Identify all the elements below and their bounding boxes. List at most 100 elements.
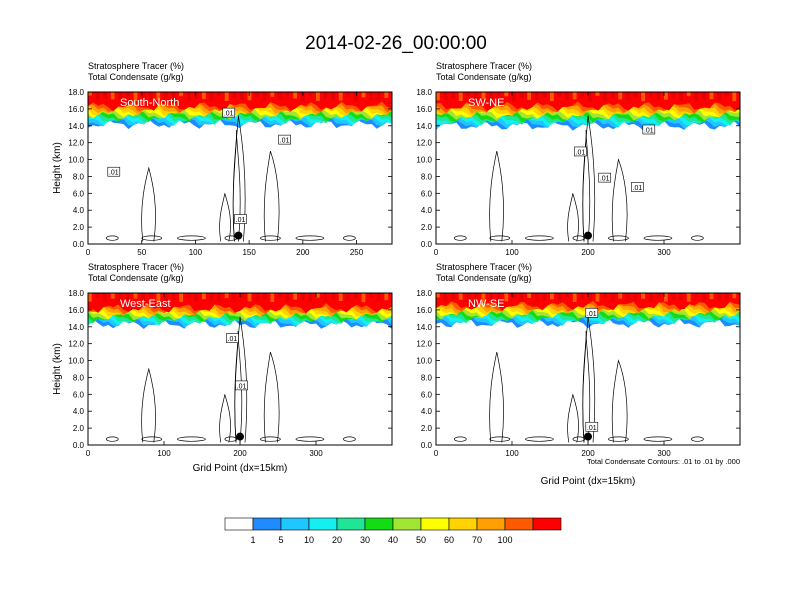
tracer-speckle [550,92,554,102]
tracer-speckle [354,293,358,299]
tracer-speckle [126,92,130,97]
tracer-speckle [133,293,138,299]
y-tick-label: 14.0 [416,323,432,332]
y-tick-label: 2.0 [73,424,85,433]
tracer-speckle [338,293,343,301]
condensate-contour [219,394,231,443]
x-tick-label: 100 [505,449,519,458]
tracer-speckle [156,92,161,100]
y-tick-label: 6.0 [73,390,85,399]
condensate-contour [343,235,356,241]
tracer-speckle [361,293,366,303]
tracer-speckle [504,92,509,97]
tracer-speckle [308,92,313,96]
condensate-contour [582,330,591,443]
tracer-speckle [466,92,471,97]
tracer-speckle [300,293,305,301]
tracer-speckle [202,92,206,99]
tracer-speckle [126,293,130,301]
tracer-speckle [512,293,516,299]
tracer-speckle [466,293,471,302]
y-tick-label: 16.0 [68,306,84,315]
contour-label-box [226,333,239,343]
tracer-speckle [595,92,600,96]
y-tick-label: 10.0 [68,357,84,366]
contour-label-box [574,146,587,157]
tracer-speckle [671,92,676,99]
y-tick-label: 6.0 [73,189,85,198]
tracer-speckle [436,293,440,298]
tracer-speckle [717,293,721,301]
tracer-speckle [534,92,539,101]
tracer-speckle [179,92,183,97]
contour-label: .01 [600,176,610,183]
tracer-speckle [588,92,592,101]
tracer-speckle [156,293,161,302]
tracer-speckle [148,293,153,298]
tracer-speckle [376,92,381,100]
tracer-speckle [732,92,737,102]
condensate-contour [141,235,163,241]
x-tick-label: 300 [657,248,671,257]
y-tick-label: 0.0 [73,441,85,450]
colorbar-swatch [336,517,366,531]
y-tick-label: 6.0 [421,189,433,198]
tracer-speckle [103,293,107,303]
tracer-speckle [702,92,706,99]
panel-label: West-East [120,298,171,310]
condensate-contour [691,235,704,241]
tracer-speckle [384,293,389,301]
y-tick-label: 8.0 [421,172,433,181]
y-tick-label: 10.0 [416,357,432,366]
tracer-speckle [316,293,320,298]
condensate-contour [525,436,554,442]
tracer-speckle [247,92,252,101]
panel-header-tracer: Stratosphere Tracer (%) [436,61,532,71]
plot-frame [87,91,393,245]
tracer-speckle [278,92,282,101]
tracer-speckle [186,92,191,101]
tracer-speckle [255,92,259,98]
tracer-speckle [285,293,290,302]
tracer-speckle [542,92,547,98]
tracer-speckle [557,293,562,302]
colorbar-label: 5 [278,535,283,545]
tracer-speckle [247,293,252,302]
tracer-speckle [118,92,123,101]
contour-label-box [234,214,247,224]
tracer-speckle [179,293,183,302]
tracer-speckle [648,293,653,303]
y-tick-label: 4.0 [421,407,433,416]
tracer-speckle [572,293,577,302]
tracer-speckle [724,293,729,302]
tracer-speckle [224,293,229,299]
condensate-contour [260,235,281,241]
colorbar: 1 5 10 20 30 40 50 60 70 100 [224,517,562,545]
x-tick-label: 200 [581,449,595,458]
tracer-speckle [496,92,501,101]
y-tick-label: 4.0 [73,407,85,416]
y-tick-label: 10.0 [68,156,84,165]
tracer-speckle [171,293,176,300]
tracer-speckle [527,293,531,298]
contour-label-box [631,182,644,192]
contour-label: .01 [224,111,234,118]
colorbar-swatch [224,517,254,531]
condensate-contour [232,129,241,242]
tracer-speckle [194,92,199,99]
tracer-speckle [110,92,115,100]
colorbar-swatch [420,517,450,531]
x-tick-label: 0 [434,248,439,257]
tracer-speckle [369,293,373,298]
condensate-contour [105,436,119,442]
condensate-contour [105,235,119,241]
tracer-speckle [217,92,221,97]
tracer-speckle [603,92,607,101]
tracer-speckle [534,293,539,302]
tracer-speckle [209,92,214,101]
tracer-speckle [527,92,531,100]
contour-label: .01 [576,149,586,156]
tracer-speckle [262,293,267,300]
colorbar-label: 60 [444,535,454,545]
location-marker [584,231,592,240]
